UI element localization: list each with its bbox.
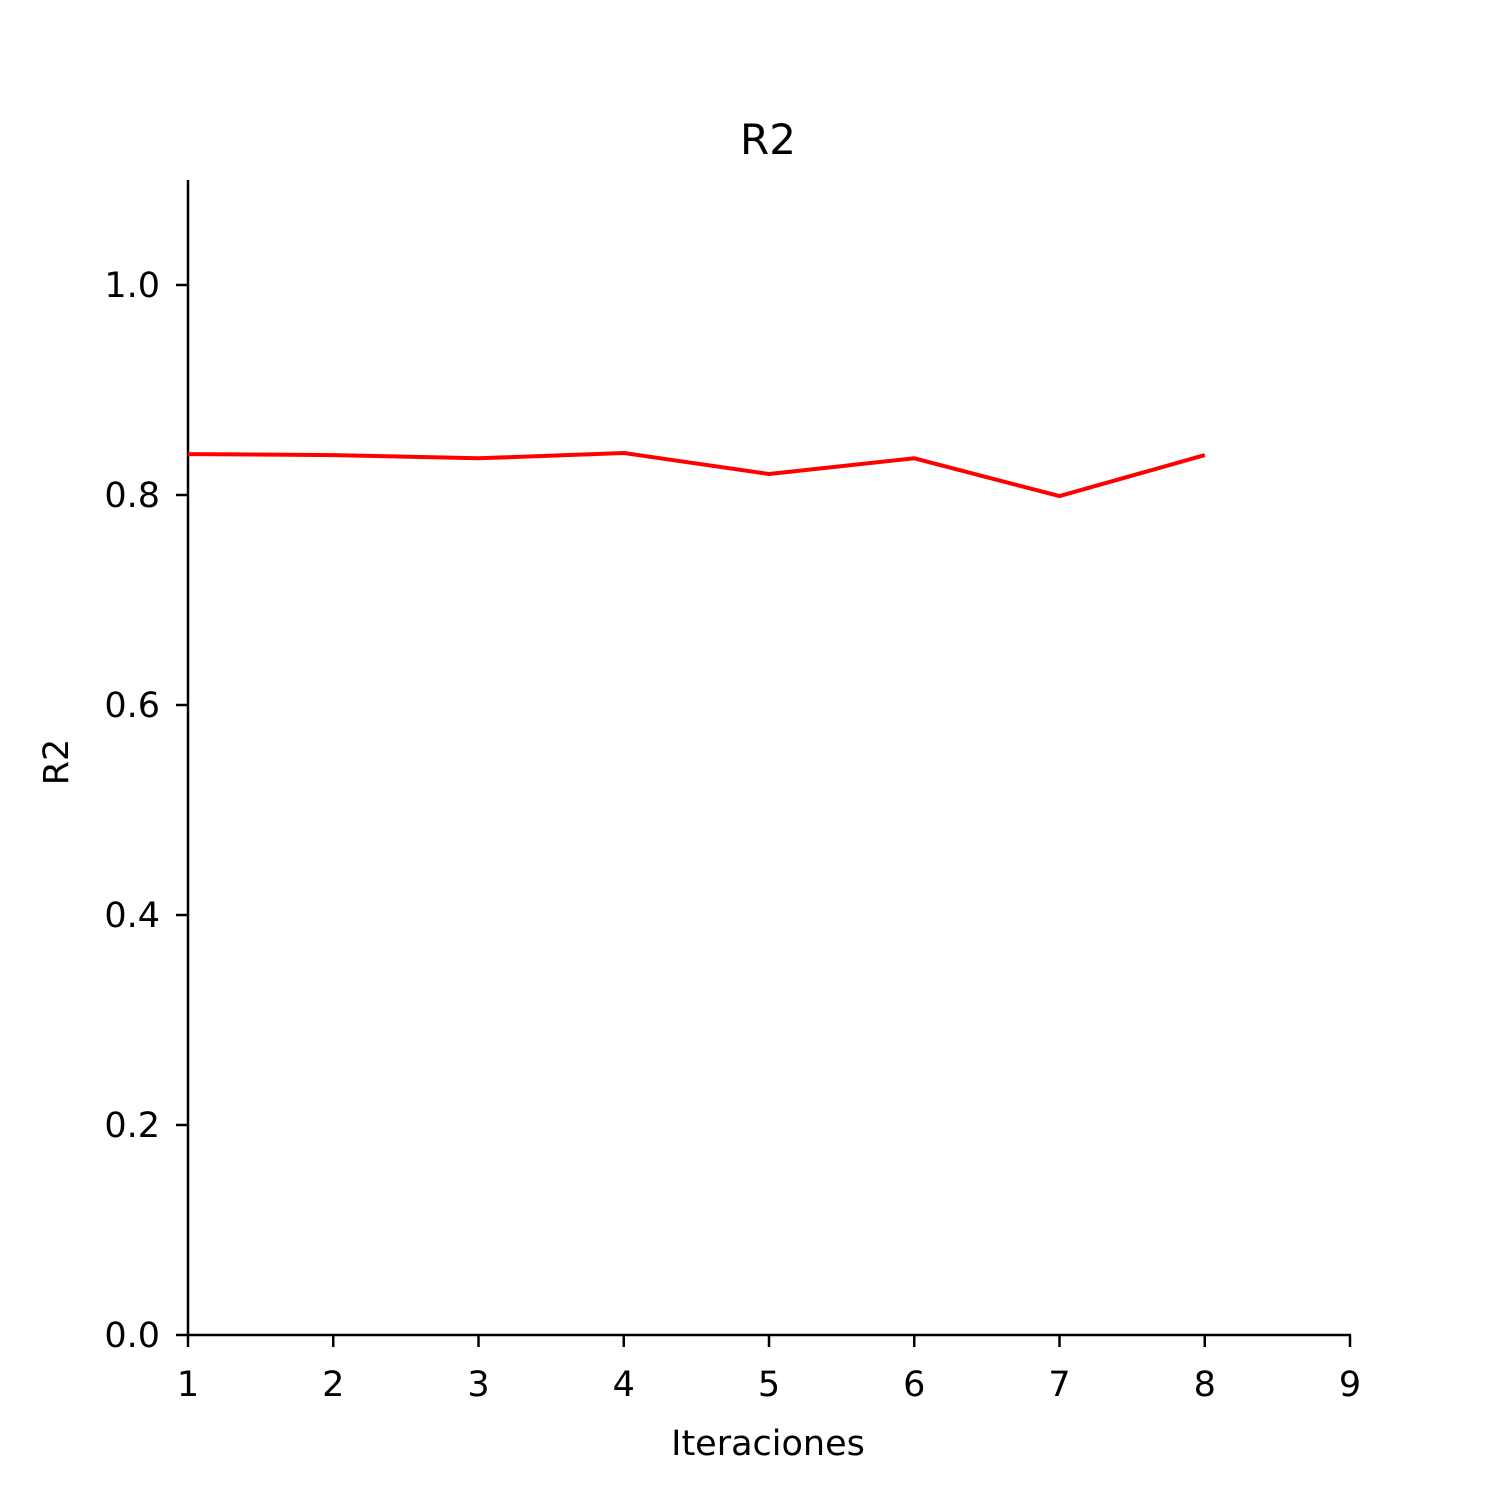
y-tick-label: 0.8 [104, 476, 160, 516]
y-tick-label: 0.4 [104, 896, 160, 936]
x-tick-label: 7 [1048, 1365, 1070, 1405]
x-tick-label: 5 [758, 1365, 780, 1405]
x-tick-label: 2 [322, 1365, 344, 1405]
x-tick-label: 4 [613, 1365, 635, 1405]
series-line [187, 451, 1206, 499]
x-tick-label: 3 [467, 1365, 489, 1405]
y-tick-label: 0.0 [104, 1316, 160, 1356]
y-tick-label: 1.0 [104, 266, 160, 306]
series-layer [187, 451, 1206, 499]
y-axis-ticks: 0.0 0.2 0.4 0.6 0.8 1.0 [104, 266, 188, 1356]
x-tick-label: 6 [903, 1365, 925, 1405]
x-axis-ticks: 1 2 3 4 5 6 7 8 9 [177, 1335, 1361, 1405]
x-tick-label: 1 [177, 1365, 199, 1405]
x-tick-label: 8 [1194, 1365, 1216, 1405]
y-axis-title: R2 [37, 739, 77, 786]
x-axis-title: Iteraciones [671, 1424, 865, 1464]
chart-title: R2 [740, 115, 796, 164]
y-tick-label: 0.6 [104, 686, 160, 726]
y-tick-label: 0.2 [104, 1106, 160, 1146]
x-tick-label: 9 [1339, 1365, 1361, 1405]
